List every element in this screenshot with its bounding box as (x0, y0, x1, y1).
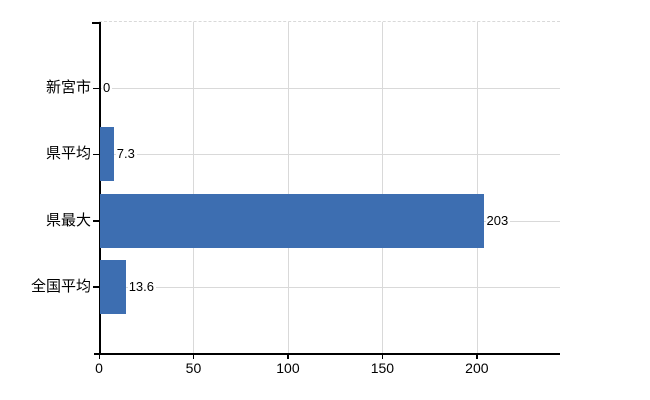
bar (100, 127, 114, 182)
y-axis-tick (93, 87, 99, 90)
x-axis-tick (476, 353, 478, 359)
y-axis-tick (93, 286, 99, 288)
x-tick-label: 50 (185, 360, 202, 376)
category-label: 県最大 (45, 211, 91, 229)
y-axis-tick (93, 220, 99, 222)
bar-value-label: 7.3 (115, 146, 137, 163)
x-axis-tick (381, 353, 384, 359)
h-gridline (99, 154, 560, 156)
plot-area: 新宮市県平均県最大全国平均 0 50 100 150 200 0 7.3 203 13.6 (31, 21, 560, 376)
bar (100, 193, 484, 248)
bar-value-label: 13.6 (127, 278, 156, 295)
v-gridline (382, 22, 384, 353)
x-tick-label: 200 (465, 360, 489, 376)
y-axis-tick (93, 153, 99, 156)
v-gridline (193, 22, 195, 353)
h-gridline (99, 88, 560, 90)
v-gridline (476, 22, 478, 353)
x-axis-tick (287, 353, 289, 359)
x-axis-line (94, 353, 560, 355)
x-tick-label: 150 (370, 360, 395, 376)
category-label: 新宮市 (45, 79, 91, 97)
category-label: 県平均 (45, 145, 91, 163)
y-axis-line (99, 22, 101, 354)
bar (100, 259, 126, 314)
x-tick-label: 0 (95, 360, 103, 376)
plot-top-border (99, 21, 560, 22)
bar-value-label: 0 (102, 80, 113, 97)
x-axis-tick (192, 353, 195, 359)
v-gridline (287, 22, 289, 353)
bar-value-label: 203 (485, 212, 511, 229)
x-tick-label: 100 (276, 360, 300, 376)
x-axis-tick (98, 353, 100, 359)
y-axis-top-tick (92, 22, 99, 24)
category-label: 全国平均 (30, 277, 91, 295)
h-gridline (99, 286, 560, 288)
